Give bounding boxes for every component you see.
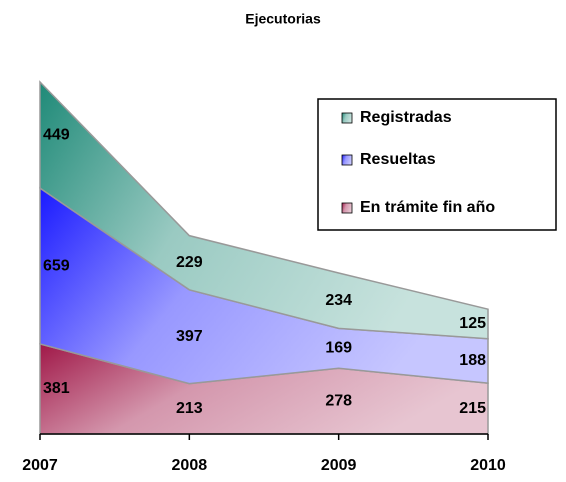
data-label: 659: [43, 257, 70, 274]
legend-swatch: [341, 202, 353, 214]
data-label: 397: [176, 328, 203, 345]
legend-label: Registradas: [360, 109, 452, 126]
data-label: 229: [176, 254, 203, 271]
data-label: 449: [43, 126, 70, 143]
data-label: 169: [325, 340, 352, 357]
legend-swatch: [341, 154, 353, 166]
data-label: 278: [325, 392, 352, 409]
x-tick-label: 2010: [470, 457, 506, 474]
area: [39, 80, 489, 340]
legend-swatch: [341, 112, 353, 124]
x-tick-label: 2008: [172, 457, 208, 474]
x-tick-label: 2007: [22, 457, 58, 474]
data-label: 213: [176, 400, 203, 417]
x-tick-label: 2009: [321, 457, 357, 474]
data-label: 125: [459, 315, 486, 332]
data-label: 188: [459, 352, 486, 369]
legend-label: Resueltas: [360, 151, 436, 168]
legend-box: [317, 98, 557, 231]
data-label: 234: [325, 292, 352, 309]
legend-label: En trámite fin año: [360, 199, 495, 216]
data-label: 215: [459, 400, 486, 417]
data-label: 381: [43, 380, 70, 397]
chart-title: Ejecutorias: [245, 11, 321, 27]
